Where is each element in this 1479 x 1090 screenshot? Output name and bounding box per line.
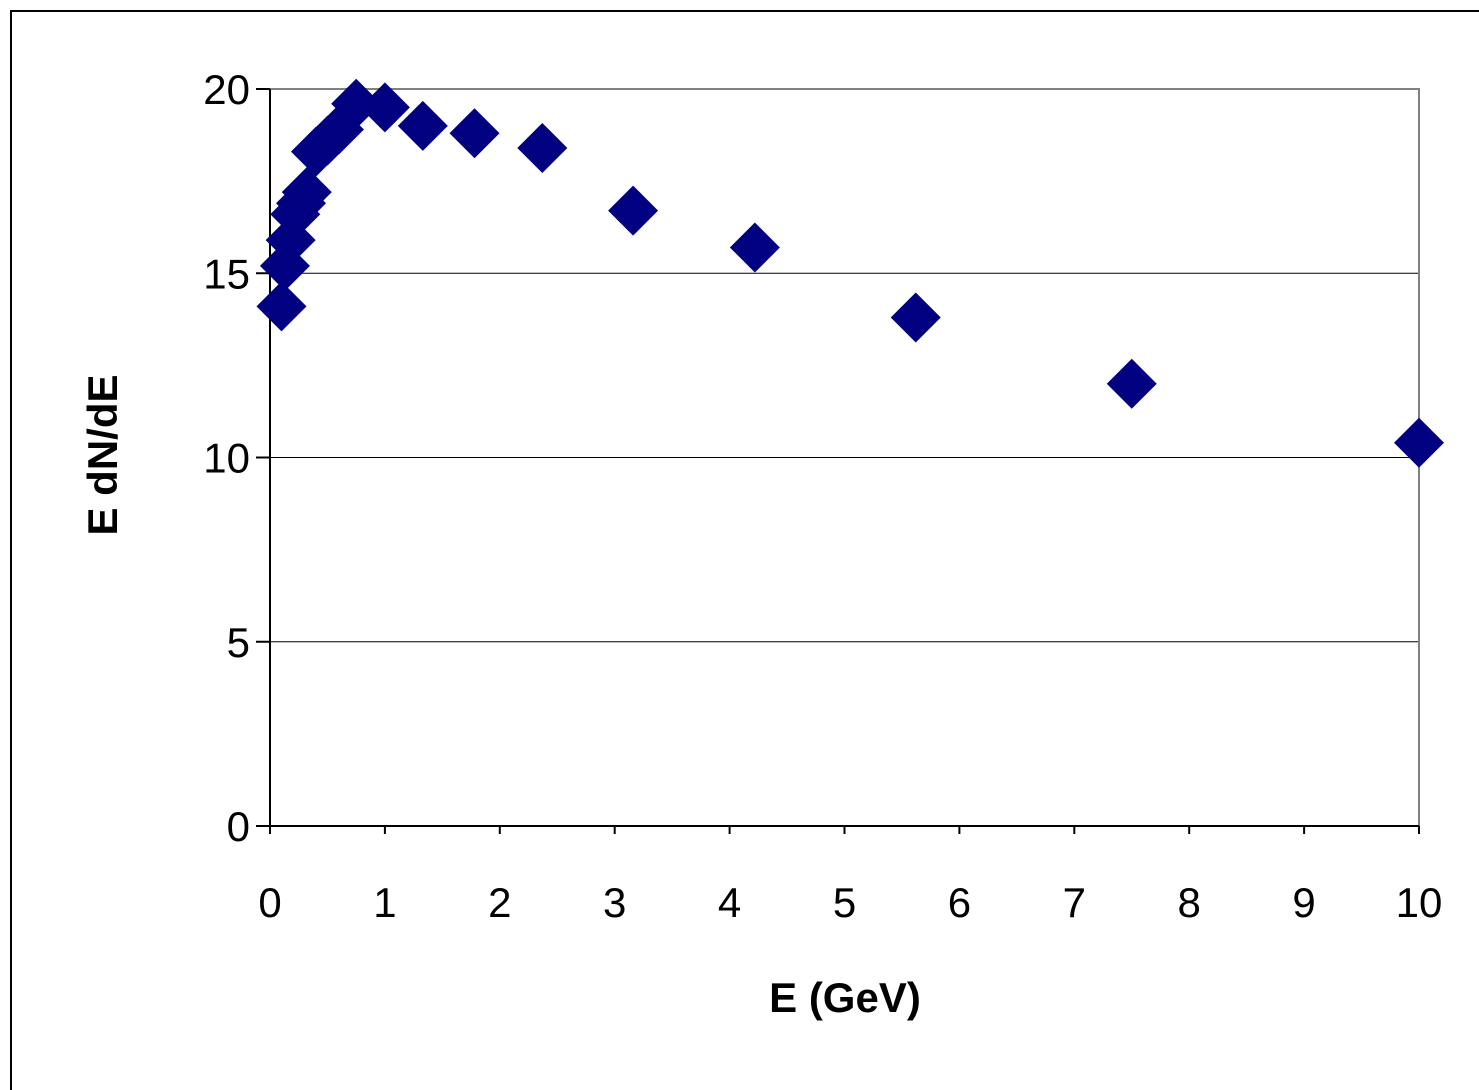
data-point: [517, 123, 567, 173]
x-tick-label: 7: [1063, 879, 1086, 926]
x-tick-label: 9: [1292, 879, 1315, 926]
y-axis-title: E dN/dE: [79, 374, 126, 535]
x-tick-label: 1: [373, 879, 396, 926]
x-tick-label: 5: [833, 879, 856, 926]
y-tick-label: 5: [227, 619, 250, 666]
x-tick-label: 0: [258, 879, 281, 926]
data-point: [450, 108, 500, 158]
y-ticks: 0 5 10 15 20: [203, 66, 270, 850]
data-point: [891, 292, 941, 342]
data-point: [256, 281, 306, 331]
x-tick-label: 8: [1178, 879, 1201, 926]
y-tick-label: 15: [203, 250, 250, 297]
y-tick-label: 10: [203, 435, 250, 482]
data-point: [1107, 359, 1157, 409]
x-ticks: 0 1 2 3 4 5 6 7 8 9 10: [258, 826, 1442, 926]
x-tick-label: 2: [488, 879, 511, 926]
y-tick-label: 0: [227, 803, 250, 850]
data-point: [1394, 418, 1444, 468]
x-axis-title: E (GeV): [769, 974, 921, 1021]
data-point: [730, 222, 780, 272]
data-point: [608, 186, 658, 236]
x-tick-label: 10: [1396, 879, 1443, 926]
x-tick-label: 3: [603, 879, 626, 926]
y-tick-label: 20: [203, 66, 250, 113]
x-tick-label: 6: [948, 879, 971, 926]
gridlines: [270, 89, 1419, 642]
x-tick-label: 4: [718, 879, 741, 926]
